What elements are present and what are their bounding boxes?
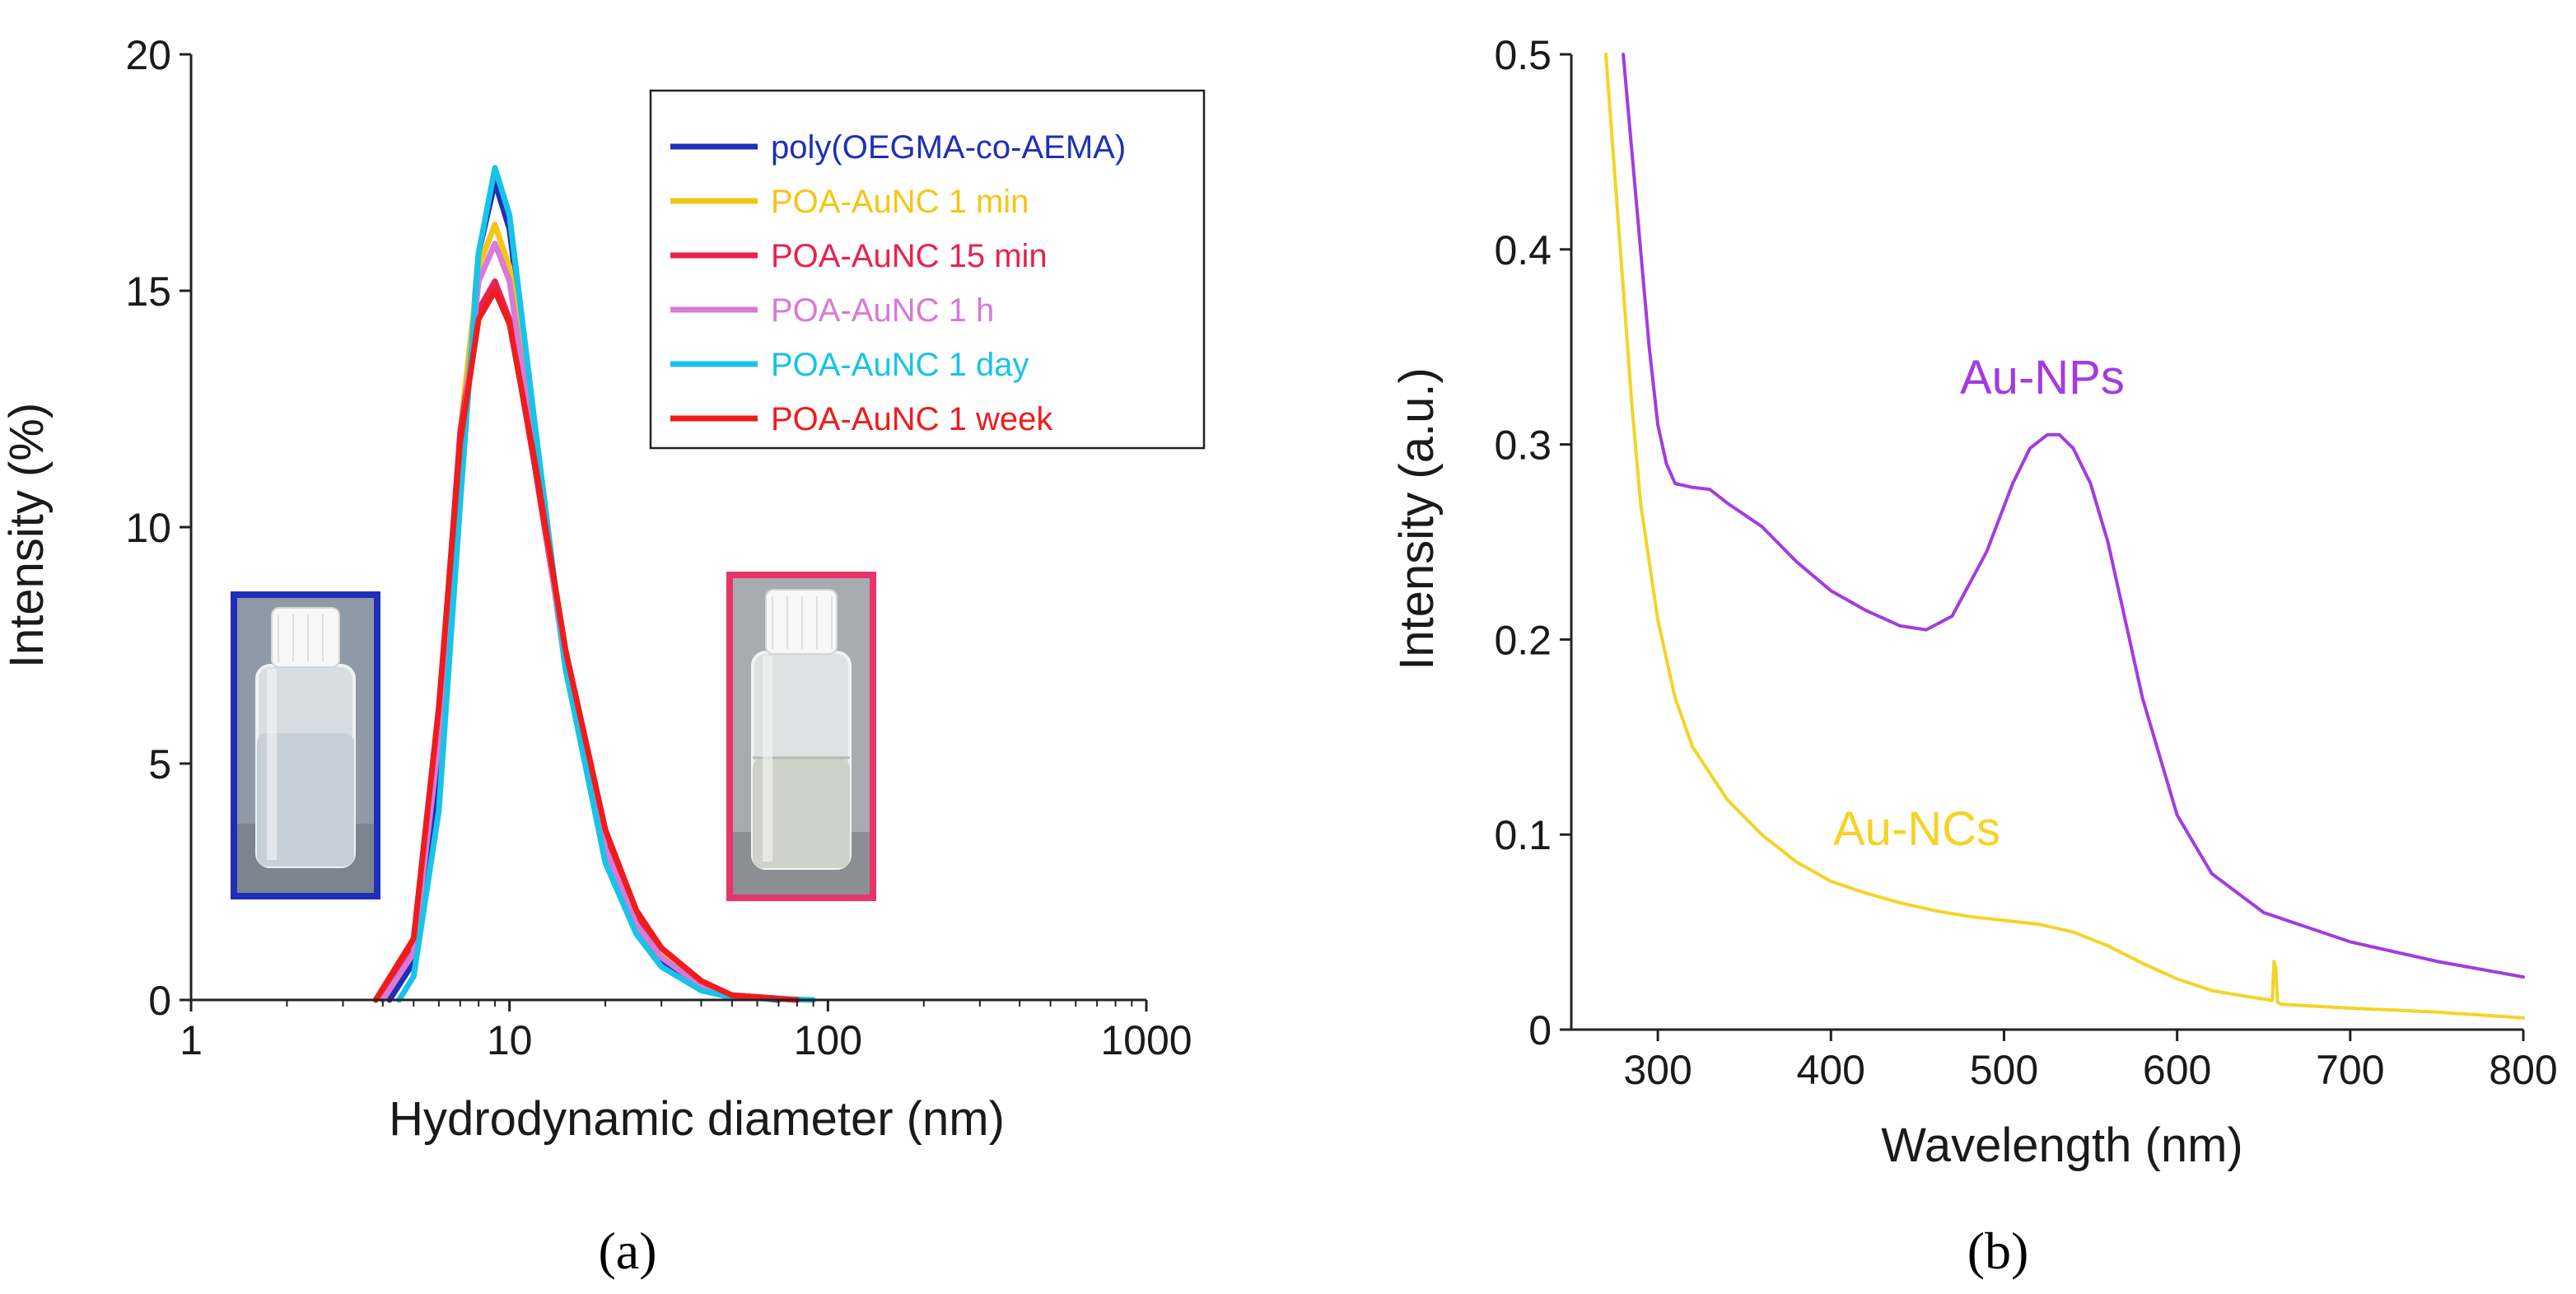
panel-b-chart: 0 0.1 0.2 0.3 0.4 0.5 300 400 500 600 700 800 Wavel… [1390,32,2558,1172]
vial-photo-after [726,572,876,901]
y-axis-label: Intensity (%) [0,403,54,668]
x-tick-label: 400 [1797,1047,1865,1093]
series-lines [1604,53,2525,1020]
x-axis-label: Hydrodynamic diameter (nm) [389,1092,1005,1146]
vial-insets [231,572,876,901]
x-tick-label: 800 [2489,1047,2557,1093]
panel-a-chart: 0 5 10 15 20 1 10 100 1000 Hydrodynamic diameter… [0,32,1206,1146]
x-tick-label: 10 [487,1017,533,1063]
annotation-au-nps: Au-NPs [1960,351,2125,404]
x-tick-label: 600 [2143,1047,2211,1093]
tick-labels: 0 5 10 15 20 1 10 100 1000 [125,32,1192,1063]
x-tick-label: 100 [794,1017,862,1063]
x-tick-label: 500 [1970,1047,2038,1093]
y-tick-label: 0 [1528,1007,1552,1053]
tick-labels: 0 0.1 0.2 0.3 0.4 0.5 300 400 500 600 700 800 [1494,32,2557,1093]
legend-label: poly(OEGMA-co-AEMA) [771,129,1126,166]
legend-label: POA-AuNC 1 min [771,184,1029,220]
x-tick-label: 1 [180,1017,203,1063]
y-tick-label: 0.1 [1494,812,1552,858]
series-line-au-ncs [1604,53,2525,1020]
legend-frame [649,89,1206,450]
axes [180,53,1148,1011]
y-tick-label: 15 [125,269,171,315]
x-axis-label: Wavelength (nm) [1881,1119,2242,1172]
series-lines [372,165,817,1003]
legend-item-poa-aunc-15-min: POA-AuNC 15 min [670,238,1048,274]
y-tick-label: 0 [148,978,171,1024]
panel-label-b: (b) [1967,1222,2029,1280]
y-tick-label: 0.5 [1494,32,1552,78]
axes [1560,53,2525,1041]
y-tick-label: 0.2 [1494,617,1552,663]
legend-label: POA-AuNC 15 min [771,238,1048,274]
panel-label-a: (a) [598,1222,656,1280]
x-tick-label: 300 [1623,1047,1692,1093]
legend-item-poly-oegma-co-aema: poly(OEGMA-co-AEMA) [670,129,1126,166]
annotation-au-ncs: Au-NCs [1833,802,2000,856]
legend-item-poa-aunc-1-min: POA-AuNC 1 min [670,184,1029,220]
legend-label: POA-AuNC 1 day [771,347,1029,383]
legend-item-poa-aunc-1-day: POA-AuNC 1 day [670,347,1029,383]
legend-label: POA-AuNC 1 h [771,292,994,329]
y-axis-label: Intensity (a.u.) [1390,367,1444,670]
vial-photo-before [231,591,380,899]
series-line-poa-aunc-1-week [372,287,800,1003]
legend-item-poa-aunc-1-h: POA-AuNC 1 h [670,292,994,329]
y-tick-label: 0.3 [1494,423,1552,469]
y-tick-label: 20 [125,32,171,78]
x-tick-label: 1000 [1100,1017,1192,1063]
y-tick-label: 10 [125,505,171,551]
legend: poly(OEGMA-co-AEMA) POA-AuNC 1 min POA-AuN… [649,89,1206,450]
x-tick-label: 700 [2316,1047,2384,1093]
y-tick-label: 0.4 [1494,227,1552,273]
legend-label: POA-AuNC 1 week [771,401,1053,437]
legend-item-poa-aunc-1-week: POA-AuNC 1 week [670,401,1053,437]
series-line-au-nps [1622,53,2525,979]
series-line-poa-aunc-1-day [396,165,817,1003]
y-tick-label: 5 [148,741,171,787]
